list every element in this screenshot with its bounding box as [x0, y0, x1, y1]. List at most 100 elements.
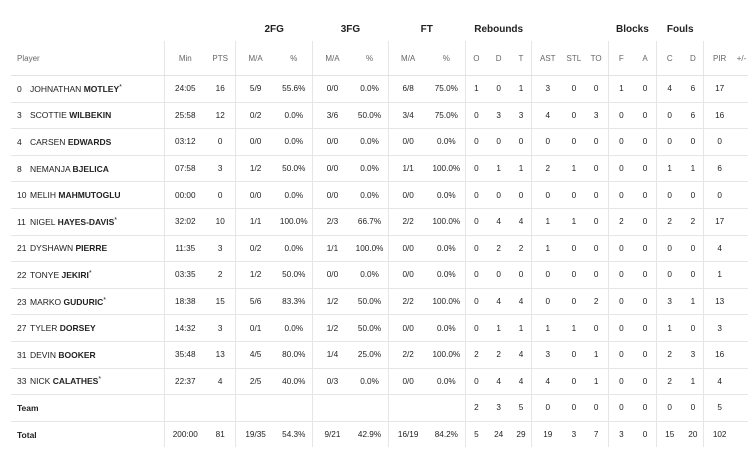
player-row: 33 NICK CALATHES* 22:37 4 2/5 40.0% 0/3 0.0%… — [11, 368, 748, 396]
player-number: 4 — [17, 136, 22, 147]
stat-stl: 0 — [563, 288, 585, 316]
player-last-name: DORSEY — [59, 323, 96, 334]
stat-ft-ma: 2/2 — [387, 208, 428, 236]
stat-reb-t: 0 — [510, 261, 532, 289]
player-name[interactable]: 31 DEVIN BOOKER — [11, 341, 165, 369]
header-pir[interactable]: PIR — [703, 41, 735, 76]
player-name[interactable]: 21 DYSHAWN PIERRE — [11, 235, 165, 263]
player-first-name: NICK — [30, 376, 51, 387]
header-foul-c[interactable]: C — [656, 41, 683, 76]
stat-foul-c: 1 — [656, 155, 683, 183]
stat-3fg-ma: 1/1 — [312, 235, 352, 263]
stat-ast: 1 — [531, 314, 564, 342]
header-to[interactable]: TO — [584, 41, 609, 76]
player-name[interactable]: 23 MARKO GUDURIC* — [11, 288, 165, 316]
header-plus-minus[interactable]: +/- — [734, 41, 748, 76]
stat-ast: 1 — [531, 235, 564, 263]
header-player[interactable]: Player — [11, 41, 165, 76]
stat-stl: 0 — [563, 261, 585, 289]
stat-foul-c: 2 — [656, 341, 683, 369]
stat-foul-c: 0 — [656, 102, 683, 130]
player-number: 10 — [17, 190, 27, 201]
stat-reb-o: 2 — [464, 394, 487, 422]
header-stl[interactable]: STL — [563, 41, 585, 76]
header-reb-d[interactable]: D — [486, 41, 511, 76]
header-foul-d[interactable]: D — [682, 41, 704, 76]
stat-blk-a: 0 — [634, 314, 657, 342]
stat-2fg-pct — [275, 394, 313, 422]
column-header-row: Player Min PTS M/A % M/A % M/A % O D T A… — [11, 41, 748, 76]
stat-stl: 1 — [563, 155, 585, 183]
player-row: 27 TYLER DORSEY 14:32 3 0/1 0.0% 1/2 50.0% 0… — [11, 314, 748, 342]
stat-blk-f: 1 — [607, 75, 634, 103]
player-name[interactable]: 27 TYLER DORSEY — [11, 314, 165, 342]
header-ast[interactable]: AST — [531, 41, 564, 76]
stat-ast: 0 — [531, 128, 564, 156]
stat-to: 0 — [584, 261, 609, 289]
player-row: 10 MELIH MAHMUTOGLU 00:00 0 0/0 0.0% 0/0 0.0… — [11, 181, 748, 209]
stat-min: 18:38 — [164, 288, 206, 316]
header-ft-pct[interactable]: % — [427, 41, 466, 76]
stat-pir: 0 — [703, 181, 735, 209]
stat-3fg-pct: 0.0% — [351, 155, 389, 183]
player-name[interactable]: 3 SCOTTIE WILBEKIN — [11, 102, 165, 130]
player-first-name: MELIH — [30, 190, 56, 201]
header-3fg-ma[interactable]: M/A — [312, 41, 352, 76]
stat-foul-c: 1 — [656, 314, 683, 342]
stat-ft-pct: 100.0% — [427, 208, 466, 236]
stat-plus-minus — [734, 102, 748, 130]
player-name[interactable]: 33 NICK CALATHES* — [11, 368, 165, 396]
player-name[interactable]: 11 NIGEL HAYES-DAVIS* — [11, 208, 165, 236]
stat-min: 11:35 — [164, 235, 206, 263]
stat-plus-minus — [735, 421, 748, 447]
stat-stl: 0 — [563, 128, 585, 156]
player-first-name: TYLER — [30, 323, 58, 334]
header-2fg-ma[interactable]: M/A — [235, 41, 276, 76]
player-row: 21 DYSHAWN PIERRE 11:35 3 0/2 0.0% 1/1 100.0… — [11, 235, 748, 263]
stat-2fg-pct: 0.0% — [275, 102, 313, 130]
stat-reb-t: 5 — [510, 394, 532, 422]
header-reb-o[interactable]: O — [464, 41, 487, 76]
stat-blk-a: 0 — [634, 102, 657, 130]
stat-pir: 5 — [703, 394, 735, 422]
stat-ft-ma: 0/0 — [387, 314, 428, 342]
stat-foul-d: 0 — [682, 235, 704, 263]
stat-reb-d: 2 — [486, 235, 511, 263]
stat-blk-a: 0 — [634, 235, 657, 263]
player-name[interactable]: 8 NEMANJA BJELICA — [11, 155, 165, 183]
stat-blk-a: 0 — [634, 341, 657, 369]
header-pts[interactable]: PTS — [205, 41, 236, 76]
stat-reb-o: 1 — [464, 75, 487, 103]
player-name[interactable]: 10 MELIH MAHMUTOGLU — [11, 181, 165, 209]
stat-foul-c: 0 — [656, 261, 683, 289]
stat-min: 00:00 — [164, 181, 206, 209]
starter-mark: * — [119, 83, 122, 91]
stat-plus-minus — [734, 368, 748, 396]
header-ft-ma[interactable]: M/A — [387, 41, 428, 76]
header-reb-t[interactable]: T — [510, 41, 532, 76]
stat-reb-t: 1 — [510, 314, 532, 342]
player-name[interactable]: 22 TONYE JEKIRI* — [11, 261, 165, 289]
stat-plus-minus — [734, 261, 748, 289]
stat-reb-d: 4 — [486, 368, 511, 396]
header-3fg-pct[interactable]: % — [351, 41, 389, 76]
stat-reb-d: 1 — [486, 314, 511, 342]
team-label: Team — [11, 394, 165, 422]
stat-reb-o: 0 — [464, 155, 487, 183]
player-name[interactable]: 0 JOHNATHAN MOTLEY* — [11, 75, 165, 103]
player-name[interactable]: 4 CARSEN EDWARDS — [11, 128, 165, 156]
header-2fg-pct[interactable]: % — [275, 41, 313, 76]
header-min[interactable]: Min — [164, 41, 206, 76]
header-blk-f[interactable]: F — [607, 41, 634, 76]
group-rebounds: Rebounds — [474, 23, 524, 35]
stat-2fg-pct: 54.3% — [282, 430, 306, 440]
starter-mark: * — [114, 216, 117, 224]
stat-reb-t: 0 — [510, 181, 532, 209]
starter-mark: * — [103, 296, 106, 304]
header-blk-a[interactable]: A — [634, 41, 657, 76]
stat-stl: 0 — [563, 75, 585, 103]
stat-ast: 0 — [531, 394, 564, 422]
box-score-table: 2FG 3FG FT Rebounds Blocks Fouls Player … — [11, 17, 748, 448]
player-rows: 0 JOHNATHAN MOTLEY* 24:05 16 5/9 55.6% 0/0 0… — [11, 75, 748, 448]
stat-plus-minus — [734, 314, 748, 342]
